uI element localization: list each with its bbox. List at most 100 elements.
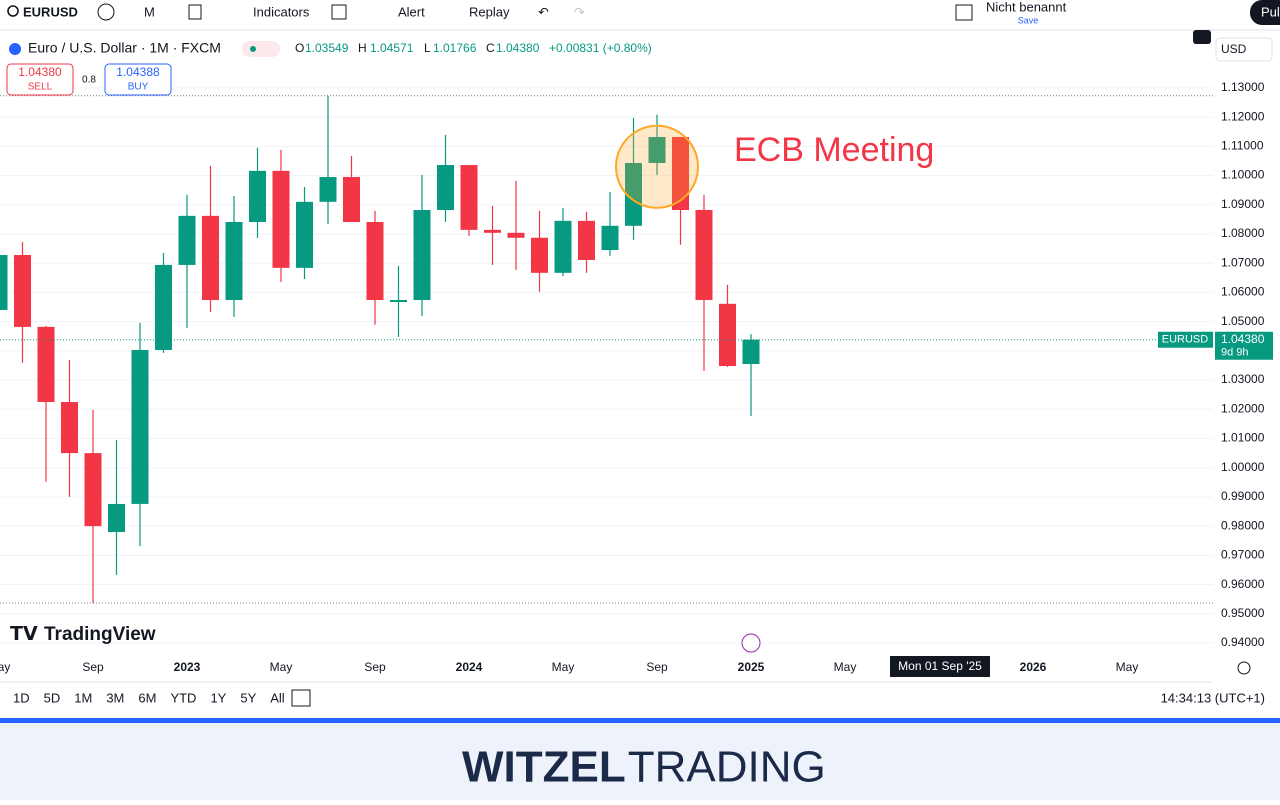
y-tick-label: 1.05000 <box>1221 314 1265 328</box>
candle-body <box>695 210 713 301</box>
c-key: C <box>486 41 495 55</box>
range-button[interactable]: 5D <box>44 690 61 705</box>
candle-body <box>155 264 172 350</box>
replay[interactable]: Replay <box>469 4 510 19</box>
candle-body <box>14 255 31 327</box>
change: +0.00831 (+0.80%) <box>549 41 652 55</box>
currency-button[interactable] <box>1215 37 1273 62</box>
candle-body <box>319 176 337 202</box>
y-tick-label: 1.11000 <box>1221 138 1264 152</box>
date-range-icon[interactable] <box>291 689 311 707</box>
y-tick-label: 1.10000 <box>1221 168 1265 182</box>
brand-bold: WITZEL <box>462 743 626 792</box>
candle-body <box>531 237 548 273</box>
sell-price[interactable]: 1.04380 <box>18 65 62 79</box>
add-symbol[interactable] <box>97 3 115 21</box>
publish[interactable]: Pul <box>1261 4 1280 19</box>
range-button[interactable]: 1D <box>13 690 30 705</box>
candle-body <box>742 339 760 365</box>
toolbar: EURUSD M Indicators Alert Replay ↶ ↷ Nic… <box>7 0 1280 25</box>
event-icon[interactable] <box>741 633 761 653</box>
y-tick-label: 1.13000 <box>1221 80 1265 94</box>
save[interactable]: Save <box>1018 15 1039 25</box>
candle-body <box>249 170 266 222</box>
alert[interactable]: Alert <box>398 4 425 19</box>
x-tick-label: 2026 <box>1020 660 1047 674</box>
watermark: TradingView <box>44 624 156 645</box>
sell-button[interactable] <box>6 63 74 96</box>
buy-price[interactable]: 1.04388 <box>116 65 160 79</box>
x-tick-label: 2024 <box>456 660 483 674</box>
x-tick-label: May <box>1116 660 1139 674</box>
crosshair-tag <box>890 656 990 677</box>
chart-type[interactable] <box>188 4 202 20</box>
range-button[interactable]: 5Y <box>240 690 256 705</box>
candle-body <box>413 210 431 301</box>
y-tick-label: 0.99000 <box>1221 489 1265 503</box>
clock: 14:34:13 (UTC+1) <box>1161 690 1265 705</box>
l-key: L <box>424 41 431 55</box>
candle-body <box>625 162 642 226</box>
o: 1.03549 <box>305 41 349 55</box>
range-button[interactable]: 6M <box>138 690 156 705</box>
h-key: H <box>358 41 367 55</box>
sell[interactable]: SELL <box>28 82 53 93</box>
x-tick-label: May <box>834 660 857 674</box>
candle-body <box>61 401 78 454</box>
candle-body <box>719 303 736 367</box>
x-tick-label: Sep <box>646 660 668 674</box>
y-tick-label: 1.01000 <box>1221 431 1265 445</box>
status-dot <box>250 46 256 52</box>
y-tick-label: 0.96000 <box>1221 577 1265 591</box>
interval[interactable]: M <box>144 4 155 19</box>
candle-body <box>0 255 8 310</box>
y-tick-label: 1.03000 <box>1221 372 1265 386</box>
c: 1.04380 <box>496 41 540 55</box>
candle-body <box>37 326 55 402</box>
buy[interactable]: BUY <box>128 82 149 93</box>
footer <box>0 723 1280 800</box>
symbol-label: EURUSD <box>1162 334 1209 346</box>
range-button[interactable]: YTD <box>170 690 196 705</box>
plus-button[interactable] <box>1193 30 1211 44</box>
symbol[interactable]: EURUSD <box>23 4 78 19</box>
buy-button[interactable] <box>104 63 172 96</box>
currency[interactable]: USD <box>1221 42 1247 56</box>
x-tick-label: Sep <box>364 660 386 674</box>
range-button[interactable]: All <box>270 690 285 705</box>
y-tick-label: 1.09000 <box>1221 197 1265 211</box>
range-button[interactable]: 1M <box>74 690 92 705</box>
candle-body <box>178 215 196 265</box>
candle-body <box>390 300 407 303</box>
brand-light: TRADING <box>628 743 826 792</box>
y-tick-label: 1.12000 <box>1221 109 1265 123</box>
x-tick-label: Sep <box>82 660 104 674</box>
last-price: 1.04380 <box>1221 332 1265 346</box>
y-tick-label: 1.07000 <box>1221 255 1265 269</box>
templates[interactable] <box>331 4 347 20</box>
status-pill <box>242 41 280 57</box>
range-button[interactable]: 3M <box>106 690 124 705</box>
undo[interactable]: ↶ <box>538 4 549 19</box>
candle-body <box>84 453 102 527</box>
o-key: O <box>295 41 304 55</box>
y-tick-label: 1.02000 <box>1221 401 1265 415</box>
y-tick-label: 1.06000 <box>1221 285 1265 299</box>
layout-name[interactable]: Nicht benannt <box>986 0 1067 14</box>
candle-body <box>578 220 595 260</box>
search-icon[interactable] <box>7 5 19 17</box>
indicators[interactable]: Indicators <box>253 4 310 19</box>
range-button[interactable]: 1Y <box>210 690 226 705</box>
redo[interactable]: ↷ <box>574 4 585 19</box>
layout-icon[interactable] <box>955 4 973 21</box>
publish-button[interactable] <box>1250 0 1280 25</box>
settings-icon[interactable] <box>1237 661 1251 675</box>
highlight-circle <box>615 124 699 209</box>
spread: 0.8 <box>82 75 96 86</box>
accent-bar <box>0 718 1280 723</box>
countdown: 9d 9h <box>1221 347 1249 359</box>
candle-body <box>460 165 478 230</box>
candle-body <box>366 221 384 301</box>
candle-body <box>202 215 219 301</box>
